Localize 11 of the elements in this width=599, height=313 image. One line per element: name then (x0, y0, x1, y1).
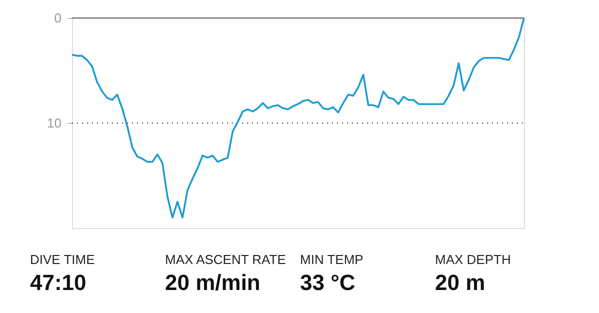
text: 33 °C (300, 270, 356, 295)
line-series (71, 17, 525, 218)
text: MAX ASCENT RATE (165, 252, 286, 267)
text: 20 m (435, 270, 486, 295)
text: MIN TEMP (300, 252, 364, 267)
text: 47:10 (30, 270, 86, 295)
text: MAX DEPTH (435, 252, 511, 267)
y-tick-label: 10 (47, 116, 62, 130)
text: 20 m/min (165, 270, 260, 295)
y-tick-label: 0 (54, 10, 62, 26)
text: DIVE TIME (30, 252, 96, 267)
